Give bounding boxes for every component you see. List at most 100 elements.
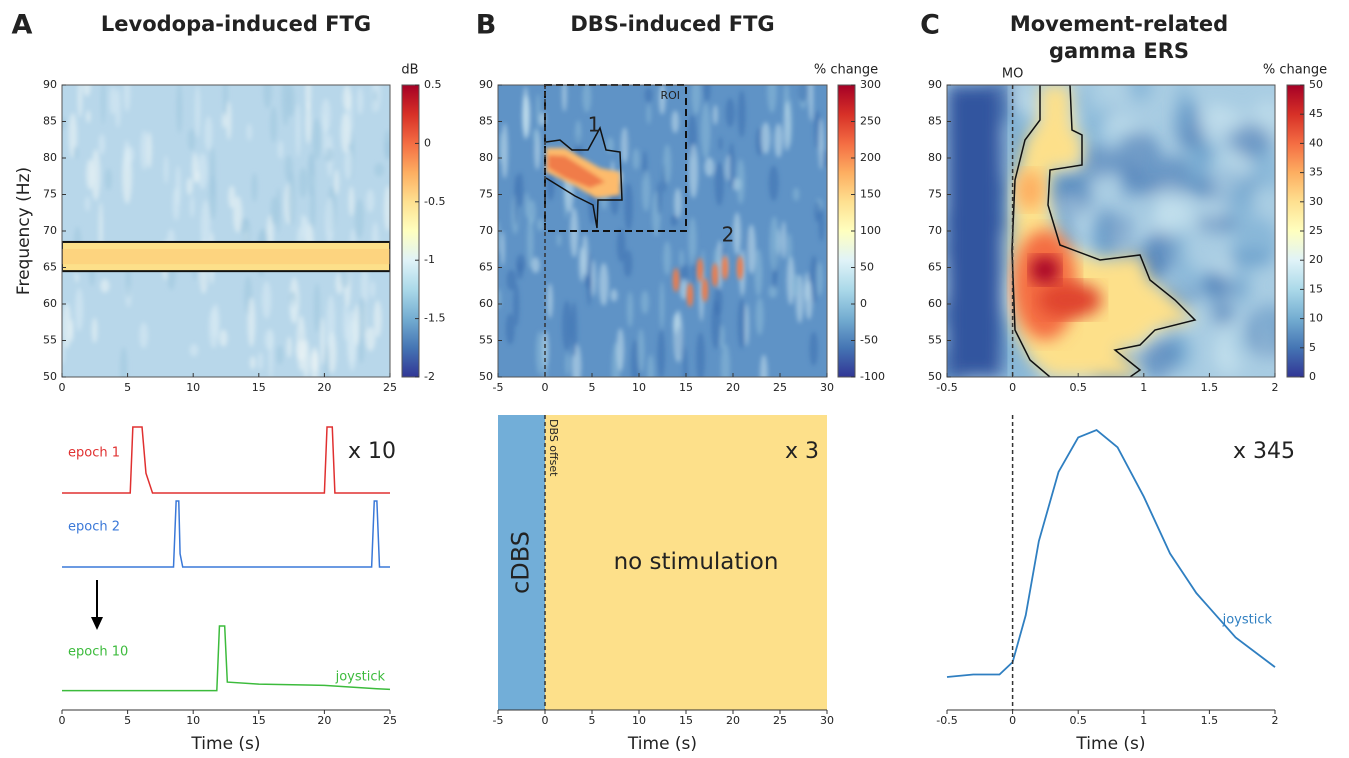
texture-spot <box>663 144 672 184</box>
y-tick-label: 75 <box>43 188 57 201</box>
warm-region <box>546 148 743 307</box>
texture-spot <box>115 87 121 129</box>
texture-spot <box>516 254 526 273</box>
texture-spot <box>671 110 680 134</box>
colorbar-tick-label: 30 <box>1309 195 1323 208</box>
texture-spot <box>630 339 640 377</box>
colorbar-tick-label: -100 <box>860 370 885 383</box>
y-tick-label: 75 <box>479 188 493 201</box>
colorbar-label: dB <box>401 63 418 78</box>
trace <box>62 625 391 692</box>
texture-spot <box>1151 186 1188 233</box>
texture-spot <box>325 197 335 246</box>
texture-spot <box>606 137 615 154</box>
texture-spot <box>1249 188 1275 205</box>
warm-spot <box>737 256 743 280</box>
texture-spot <box>86 159 94 190</box>
texture-spot <box>703 85 711 102</box>
texture-spot <box>816 262 823 296</box>
y-tick-label: 80 <box>43 151 57 164</box>
texture-spot <box>1121 211 1131 250</box>
texture-spot <box>1088 85 1120 111</box>
x-tick-label: -5 <box>493 714 504 727</box>
texture-spot <box>343 304 349 341</box>
texture-spot <box>295 103 301 158</box>
texture-spot <box>208 307 219 349</box>
trace-note: joystick <box>335 670 386 685</box>
y-tick-label: 85 <box>928 115 942 128</box>
texture-spot <box>768 285 778 298</box>
texture-spot <box>189 343 199 357</box>
texture-spot <box>251 172 258 202</box>
texture-spot <box>1114 131 1163 185</box>
texture-spot <box>736 158 745 205</box>
texture-spot <box>1220 332 1229 360</box>
texture-spot <box>598 262 609 306</box>
segment-label: no stimulation <box>614 549 779 575</box>
y-tick-label: 70 <box>479 224 493 237</box>
texture-spot <box>270 196 278 226</box>
colorbar-tick-label: 5 <box>1309 341 1316 354</box>
x-tick-label: 2 <box>1272 381 1279 394</box>
texture-spot <box>86 110 91 123</box>
texture-spot <box>104 168 112 191</box>
warm-spot <box>697 258 703 282</box>
texture-spot <box>326 295 336 350</box>
x-tick-label: 1.5 <box>1201 381 1219 394</box>
texture-spot <box>532 127 539 143</box>
texture-spot <box>591 259 596 297</box>
x-tick-label: 0.5 <box>1069 714 1087 727</box>
warm-blob <box>1016 170 1044 210</box>
texture-spot <box>62 303 72 349</box>
texture-spot <box>146 131 152 169</box>
segment <box>545 415 827 710</box>
texture-spot <box>383 185 390 232</box>
colorbar-tick-label: 10 <box>1309 312 1323 325</box>
texture-spot <box>176 85 183 134</box>
y-tick-label: 55 <box>43 334 57 347</box>
y-tick-label: 80 <box>479 151 493 164</box>
texture-spot <box>582 85 592 113</box>
texture-spot <box>774 123 783 158</box>
texture-spot <box>175 165 181 206</box>
x-tick-label: 5 <box>124 714 131 727</box>
texture-spot <box>257 352 264 371</box>
heatmap: 12 <box>498 85 827 377</box>
texture-spot <box>298 167 308 199</box>
texture-spot <box>711 299 721 350</box>
x-tick-label: 20 <box>726 381 740 394</box>
texture-spot <box>1230 262 1251 307</box>
texture-spot <box>373 300 382 338</box>
x-tick-label: 1.5 <box>1201 714 1219 727</box>
texture-spot <box>712 104 718 125</box>
texture-spot <box>360 267 369 305</box>
heatmap-texture <box>62 85 390 377</box>
y-tick-label: 50 <box>928 370 942 383</box>
heatmap-texture <box>498 85 827 377</box>
texture-spot <box>197 152 208 190</box>
texture-spot <box>357 87 364 115</box>
texture-spot <box>383 129 390 161</box>
texture-spot <box>673 310 683 363</box>
colorbar-tick-label: 200 <box>860 151 881 164</box>
texture-spot <box>624 182 634 231</box>
multiplier: x 345 <box>1233 439 1295 464</box>
texture-spot <box>768 165 779 202</box>
texture-spot <box>581 234 589 276</box>
colorbar-tick-label: -1.5 <box>424 312 445 325</box>
y-tick-label: 50 <box>43 370 57 383</box>
texture-spot <box>1175 254 1192 279</box>
texture-spot <box>62 117 66 130</box>
roi-label: ROI <box>660 89 680 102</box>
colorbar-tick-label: 20 <box>1309 253 1323 266</box>
x-tick-label: 0 <box>542 381 549 394</box>
texture-spot <box>798 85 808 103</box>
texture-spot <box>1139 337 1177 377</box>
x-tick-label: 5 <box>589 714 596 727</box>
x-axis-label: Time (s) <box>1075 734 1145 754</box>
texture-spot <box>688 217 697 266</box>
y-tick-label: 60 <box>43 297 57 310</box>
colorbar-tick-label: 25 <box>1309 224 1323 237</box>
texture-spot <box>1265 299 1275 340</box>
x-tick-label: 10 <box>632 381 646 394</box>
